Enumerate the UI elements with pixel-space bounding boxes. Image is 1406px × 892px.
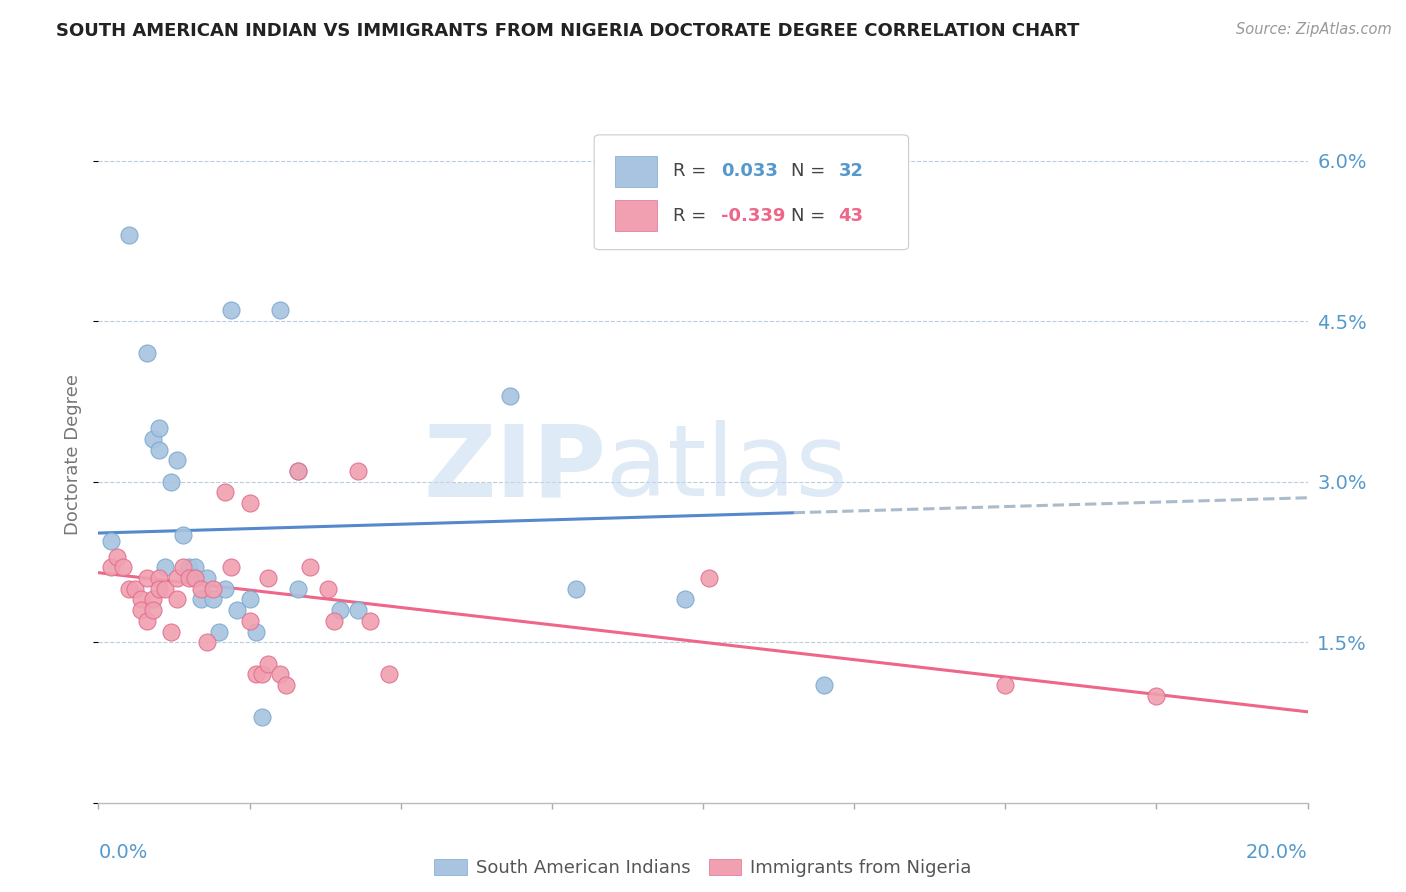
Point	[299, 560, 322, 574]
Point	[202, 592, 225, 607]
Point	[697, 571, 720, 585]
Point	[111, 560, 134, 574]
Point	[148, 571, 170, 585]
Point	[287, 464, 309, 478]
Bar	[614, 156, 657, 187]
Point	[221, 303, 243, 318]
Point	[214, 485, 236, 500]
Point	[250, 667, 273, 681]
Point	[269, 667, 291, 681]
Point	[160, 475, 183, 489]
Point	[274, 678, 297, 692]
Text: 43: 43	[838, 207, 863, 225]
Point	[153, 582, 176, 596]
Point	[195, 571, 218, 585]
Point	[202, 582, 225, 596]
Point	[377, 667, 399, 681]
Point	[166, 571, 188, 585]
Point	[135, 346, 157, 360]
Point	[208, 624, 231, 639]
Point	[124, 582, 146, 596]
Point	[256, 571, 278, 585]
FancyBboxPatch shape	[595, 135, 908, 250]
Point	[190, 592, 212, 607]
Bar	[614, 200, 657, 231]
Point	[245, 667, 267, 681]
Point	[316, 582, 339, 596]
Point	[142, 592, 165, 607]
Point	[239, 592, 262, 607]
Point	[1144, 689, 1167, 703]
Point	[153, 560, 176, 574]
Point	[245, 624, 267, 639]
Point	[565, 582, 588, 596]
Point	[226, 603, 249, 617]
Point	[166, 592, 188, 607]
Text: 20.0%: 20.0%	[1246, 843, 1308, 862]
Point	[269, 303, 291, 318]
Text: 0.0%: 0.0%	[98, 843, 148, 862]
Point	[347, 464, 370, 478]
Point	[148, 421, 170, 435]
Point	[221, 560, 243, 574]
Point	[148, 442, 170, 457]
Point	[129, 592, 152, 607]
Text: N =: N =	[792, 207, 831, 225]
Point	[160, 624, 183, 639]
Point	[135, 614, 157, 628]
Point	[118, 582, 141, 596]
Text: ZIP: ZIP	[423, 420, 606, 517]
Text: Source: ZipAtlas.com: Source: ZipAtlas.com	[1236, 22, 1392, 37]
Legend: South American Indians, Immigrants from Nigeria: South American Indians, Immigrants from …	[427, 852, 979, 884]
Point	[994, 678, 1017, 692]
Y-axis label: Doctorate Degree: Doctorate Degree	[65, 375, 83, 535]
Point	[172, 560, 194, 574]
Point	[673, 592, 696, 607]
Point	[287, 582, 309, 596]
Point	[256, 657, 278, 671]
Text: SOUTH AMERICAN INDIAN VS IMMIGRANTS FROM NIGERIA DOCTORATE DEGREE CORRELATION CH: SOUTH AMERICAN INDIAN VS IMMIGRANTS FROM…	[56, 22, 1080, 40]
Text: 0.033: 0.033	[721, 162, 778, 180]
Text: R =: R =	[673, 207, 711, 225]
Text: 32: 32	[838, 162, 863, 180]
Text: N =: N =	[792, 162, 831, 180]
Point	[166, 453, 188, 467]
Point	[142, 603, 165, 617]
Point	[184, 571, 207, 585]
Point	[184, 571, 207, 585]
Point	[498, 389, 520, 403]
Point	[214, 582, 236, 596]
Point	[329, 603, 352, 617]
Point	[184, 560, 207, 574]
Point	[287, 464, 309, 478]
Point	[813, 678, 835, 692]
Point	[239, 496, 262, 510]
Point	[105, 549, 128, 564]
Point	[100, 533, 122, 548]
Point	[135, 571, 157, 585]
Text: -0.339: -0.339	[721, 207, 786, 225]
Text: R =: R =	[673, 162, 711, 180]
Point	[100, 560, 122, 574]
Point	[347, 603, 370, 617]
Point	[129, 603, 152, 617]
Point	[239, 614, 262, 628]
Point	[195, 635, 218, 649]
Point	[179, 560, 201, 574]
Point	[323, 614, 346, 628]
Point	[179, 571, 201, 585]
Point	[118, 228, 141, 243]
Point	[148, 582, 170, 596]
Point	[190, 582, 212, 596]
Text: atlas: atlas	[606, 420, 848, 517]
Point	[250, 710, 273, 724]
Point	[172, 528, 194, 542]
Point	[142, 432, 165, 446]
Point	[360, 614, 382, 628]
